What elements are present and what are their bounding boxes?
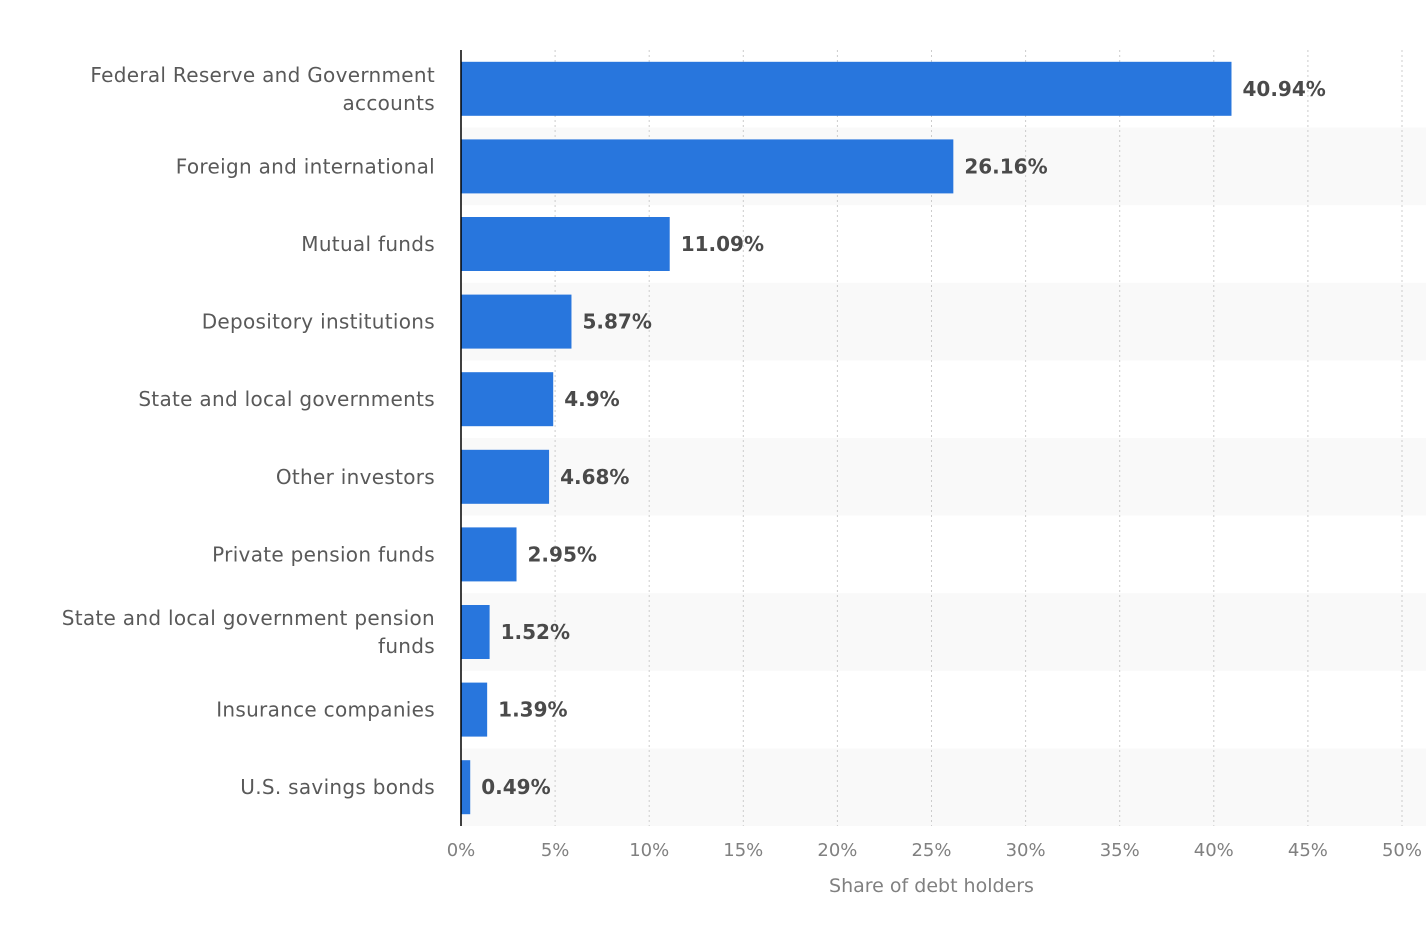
x-tick-label: 35% bbox=[1100, 840, 1140, 861]
category-label: Mutual funds bbox=[301, 232, 435, 256]
category-label: Insurance companies bbox=[216, 698, 435, 722]
value-labels: 40.94% 26.16% 11.09% 5.87% 4.9% 4.68% 2.95% 1.5… bbox=[481, 77, 1326, 799]
bar[interactable] bbox=[461, 760, 471, 815]
bar[interactable] bbox=[461, 139, 954, 194]
category-label: Federal Reserve and Government accounts bbox=[90, 63, 435, 115]
data-label: 1.52% bbox=[501, 620, 570, 644]
row-band bbox=[461, 748, 1426, 826]
x-tick-label: 50% bbox=[1382, 840, 1422, 861]
x-tick-label: 45% bbox=[1288, 840, 1328, 861]
data-label: 4.9% bbox=[564, 387, 619, 411]
category-label: Other investors bbox=[276, 465, 435, 489]
category-label: Depository institutions bbox=[202, 310, 435, 334]
row-bands bbox=[461, 127, 1426, 826]
data-label: 1.39% bbox=[498, 698, 567, 722]
x-tick-label: 5% bbox=[541, 840, 570, 861]
row-band bbox=[461, 593, 1426, 671]
category-label: State and local governments bbox=[138, 387, 435, 411]
bar[interactable] bbox=[461, 449, 550, 504]
bars bbox=[461, 61, 1232, 815]
gridlines bbox=[554, 50, 1403, 826]
bar[interactable] bbox=[461, 217, 670, 271]
bar[interactable] bbox=[461, 605, 490, 659]
bar[interactable] bbox=[461, 61, 1232, 116]
bar[interactable] bbox=[461, 527, 517, 582]
category-label: Foreign and international bbox=[176, 154, 435, 178]
bar[interactable] bbox=[461, 372, 554, 427]
x-axis-ticks: 0% 5% 10% 15% 20% 25% 30% 35% 40% 45% 50% bbox=[447, 840, 1422, 861]
row-band bbox=[461, 282, 1426, 361]
data-label: 40.94% bbox=[1242, 77, 1325, 101]
bar[interactable] bbox=[461, 294, 572, 349]
x-tick-label: 40% bbox=[1194, 840, 1234, 861]
x-tick-label: 25% bbox=[911, 840, 951, 861]
data-label: 4.68% bbox=[560, 465, 629, 489]
data-label: 5.87% bbox=[582, 310, 651, 334]
category-label: Private pension funds bbox=[212, 542, 435, 566]
category-labels: Federal Reserve and Government accounts Fo… bbox=[62, 63, 435, 799]
data-label: 0.49% bbox=[481, 775, 550, 799]
data-label: 2.95% bbox=[528, 542, 597, 566]
category-label: U.S. savings bonds bbox=[240, 775, 435, 799]
data-label: 11.09% bbox=[681, 232, 764, 256]
bar[interactable] bbox=[461, 682, 488, 737]
x-axis-title: Share of debt holders bbox=[829, 875, 1034, 897]
data-label: 26.16% bbox=[964, 154, 1047, 178]
x-tick-label: 20% bbox=[817, 840, 857, 861]
category-label: State and local government pension funds bbox=[62, 606, 435, 658]
x-tick-label: 0% bbox=[447, 840, 476, 861]
x-tick-label: 30% bbox=[1006, 840, 1046, 861]
row-band bbox=[461, 438, 1426, 516]
x-tick-label: 10% bbox=[629, 840, 669, 861]
x-tick-label: 15% bbox=[723, 840, 763, 861]
